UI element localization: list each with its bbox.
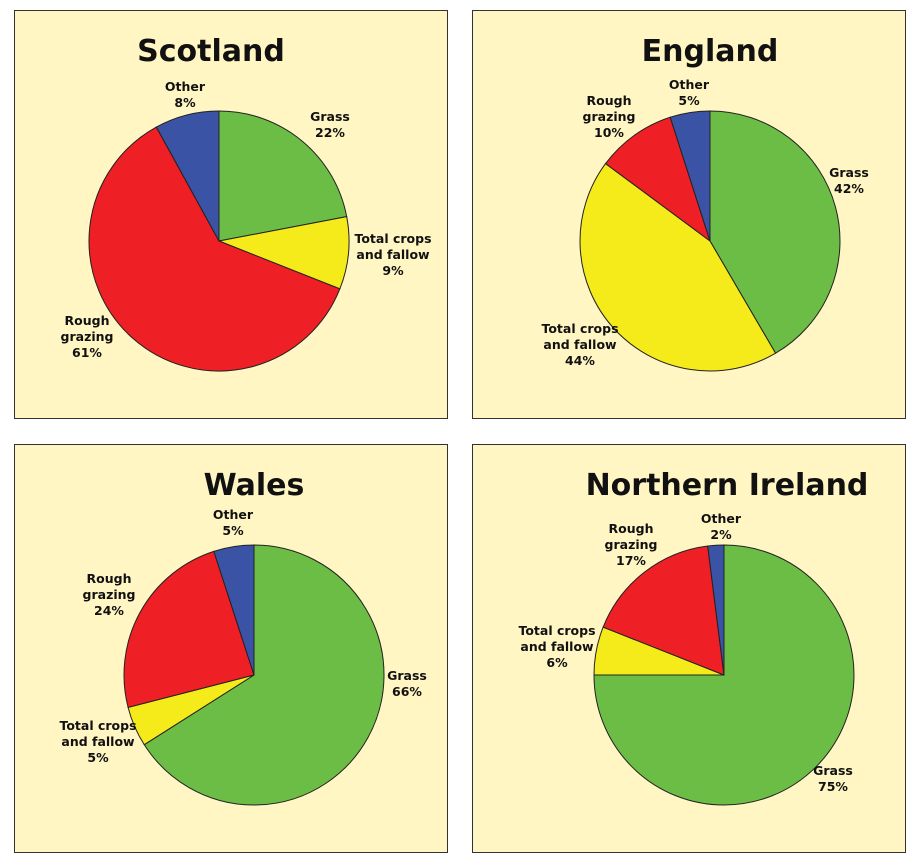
slice-label-line: Grass — [813, 763, 853, 778]
pie-slice-other — [669, 110, 711, 242]
slice-label-line: grazing — [61, 329, 114, 344]
slice-label-total-crops-and-fallow: Total crops and fallow 6% — [518, 623, 595, 670]
slice-label-line: Rough — [65, 313, 110, 328]
slice-label-line: Total crops — [59, 718, 136, 733]
slice-label-grass: Grass 75% — [813, 763, 853, 794]
slice-label-line: Grass — [310, 109, 350, 124]
pie-chart-northern-ireland: Northern Ireland Grass 75% Total crops and … — [518, 468, 869, 806]
slice-percent-label: 61% — [72, 345, 102, 360]
pie-slice-rough-grazing — [123, 550, 255, 708]
slice-label-line: grazing — [605, 537, 658, 552]
pie-chart-england: England Grass 42% Total crops and fallow 44%… — [541, 34, 869, 372]
pie-slice-grass — [593, 544, 855, 806]
chart-title: Scotland — [137, 34, 285, 69]
slice-percent-label: 22% — [315, 125, 345, 140]
slice-label-line: and fallow — [61, 734, 135, 749]
slice-label-line: and fallow — [356, 247, 430, 262]
pie-slice-grass — [218, 110, 348, 242]
slice-percent-label: 2% — [710, 527, 732, 542]
pie-slice-other — [213, 544, 255, 676]
slice-label-line: Other — [213, 507, 254, 522]
chart-title: England — [642, 34, 779, 69]
slice-percent-label: 5% — [678, 93, 700, 108]
slice-label-line: Other — [669, 77, 710, 92]
slice-label-line: Total crops — [541, 321, 618, 336]
slice-label-rough-grazing: Rough grazing 61% — [61, 313, 114, 360]
slice-percent-label: 6% — [546, 655, 568, 670]
slice-percent-label: 44% — [565, 353, 595, 368]
chart-panel-northern-ireland: Northern Ireland Grass 75% Total crops and … — [472, 444, 906, 853]
pie-chart-scotland: Scotland Grass 22% Total crops and fallow 9%… — [61, 34, 432, 372]
slice-label-total-crops-and-fallow: Total crops and fallow 5% — [59, 718, 136, 765]
chart-title: Wales — [204, 468, 305, 503]
pie-slice-rough-grazing — [88, 126, 341, 372]
slice-label-other: Other 8% — [165, 79, 206, 110]
slice-label-grass: Grass 22% — [310, 109, 350, 140]
chart-panel-england: England Grass 42% Total crops and fallow 44%… — [472, 10, 906, 419]
slice-percent-label: 24% — [94, 603, 124, 618]
slice-label-other: Other 2% — [701, 511, 742, 542]
slice-label-rough-grazing: Rough grazing 10% — [583, 93, 636, 140]
slice-label-line: grazing — [583, 109, 636, 124]
pie-chart-wales: Wales Grass 66%Total crops and fallow 5%Rou… — [59, 468, 427, 806]
pie-slice-rough-grazing — [602, 545, 725, 676]
slice-percent-label: 42% — [834, 181, 864, 196]
slice-label-total-crops-and-fallow: Total crops and fallow 44% — [541, 321, 618, 368]
slice-label-line: Rough — [609, 521, 654, 536]
slice-label-line: Other — [165, 79, 206, 94]
slice-percent-label: 9% — [382, 263, 404, 278]
pie-slice-other — [155, 110, 220, 242]
chart-panel-wales: Wales Grass 66% Total crops and fallow 5% Rou… — [14, 444, 448, 853]
chart-title: Northern Ireland — [586, 468, 869, 503]
pie-slice-other — [707, 544, 725, 676]
slice-percent-label: 66% — [392, 684, 422, 699]
slice-label-line: Total crops — [518, 623, 595, 638]
chart-panel-scotland: Scotland Grass 22% Total crops and fallow 9%… — [14, 10, 448, 419]
pie-slice-total-crops-and-fallow — [579, 162, 777, 372]
slice-label-other: Other 5% — [213, 507, 254, 538]
pie-slice-rough-grazing — [604, 116, 711, 243]
slice-percent-label: 5% — [222, 523, 244, 538]
slice-percent-label: 17% — [616, 553, 646, 568]
slice-label-rough-grazing: Rough grazing 24% — [83, 571, 136, 618]
slice-label-line: and fallow — [543, 337, 617, 352]
slice-label-line: Total crops — [354, 231, 431, 246]
slice-percent-label: 5% — [87, 750, 109, 765]
slice-percent-label: 10% — [594, 125, 624, 140]
slice-label-grass: Grass 42% — [829, 165, 869, 196]
slice-label-rough-grazing: Rough grazing 17% — [605, 521, 658, 568]
slice-percent-label: 8% — [174, 95, 196, 110]
slice-label-line: Other — [701, 511, 742, 526]
slice-label-line: Grass — [387, 668, 427, 683]
slice-label-grass: Grass 66% — [387, 668, 427, 699]
slice-label-line: Rough — [87, 571, 132, 586]
slice-percent-label: 75% — [818, 779, 848, 794]
slice-label-line: Rough — [587, 93, 632, 108]
slice-label-line: Grass — [829, 165, 869, 180]
pie-slice-grass — [143, 544, 385, 806]
pie-slice-grass — [709, 110, 841, 354]
slice-label-other: Other 5% — [669, 77, 710, 108]
slice-label-line: grazing — [83, 587, 136, 602]
slice-label-line: and fallow — [520, 639, 594, 654]
slice-label-total-crops-and-fallow: Total crops and fallow 9% — [354, 231, 431, 278]
